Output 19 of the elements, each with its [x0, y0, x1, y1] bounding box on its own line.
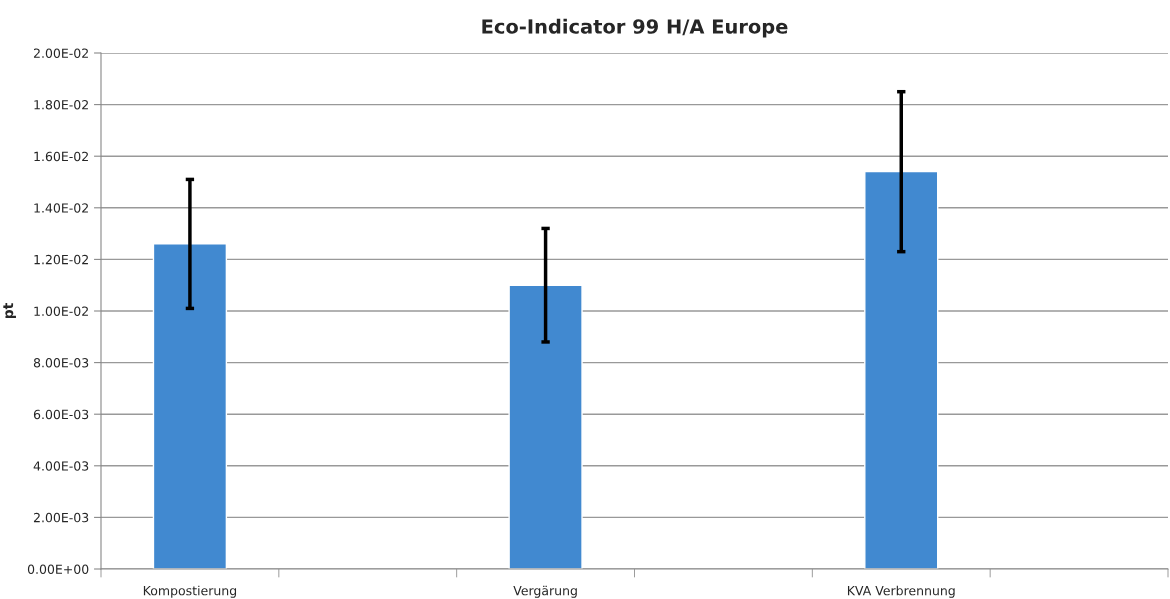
x-tick-label: KVA Verbrennung: [847, 585, 955, 598]
y-tick-label: 1.80E-02: [34, 100, 88, 110]
y-tick-label: 4.00E-03: [33, 461, 89, 471]
x-tick-label: Vergärung: [513, 585, 577, 598]
x-tick-label: Kompostierung: [143, 585, 237, 598]
y-axis-title: pt: [3, 303, 16, 319]
bar: [508, 284, 583, 569]
bar: [152, 243, 228, 569]
y-tick-label: 1.40E-02: [34, 203, 88, 213]
y-tick-label: 1.20E-02: [34, 254, 88, 265]
y-tick-label: 2.00E-03: [33, 512, 89, 523]
y-tick-label: 2.00E-02: [33, 48, 88, 58]
y-tick-label: 6.00E-03: [33, 409, 89, 420]
chart-title: Eco-Indicator 99 H/A Europe: [482, 18, 788, 38]
y-tick-label: 1.60E-02: [34, 151, 88, 162]
y-tick-label: 8.00E-03: [33, 358, 89, 368]
y-tick-label: 1.00E-02: [34, 306, 88, 316]
bar: [864, 170, 939, 569]
y-tick-label: 0.00E+00: [27, 564, 89, 574]
